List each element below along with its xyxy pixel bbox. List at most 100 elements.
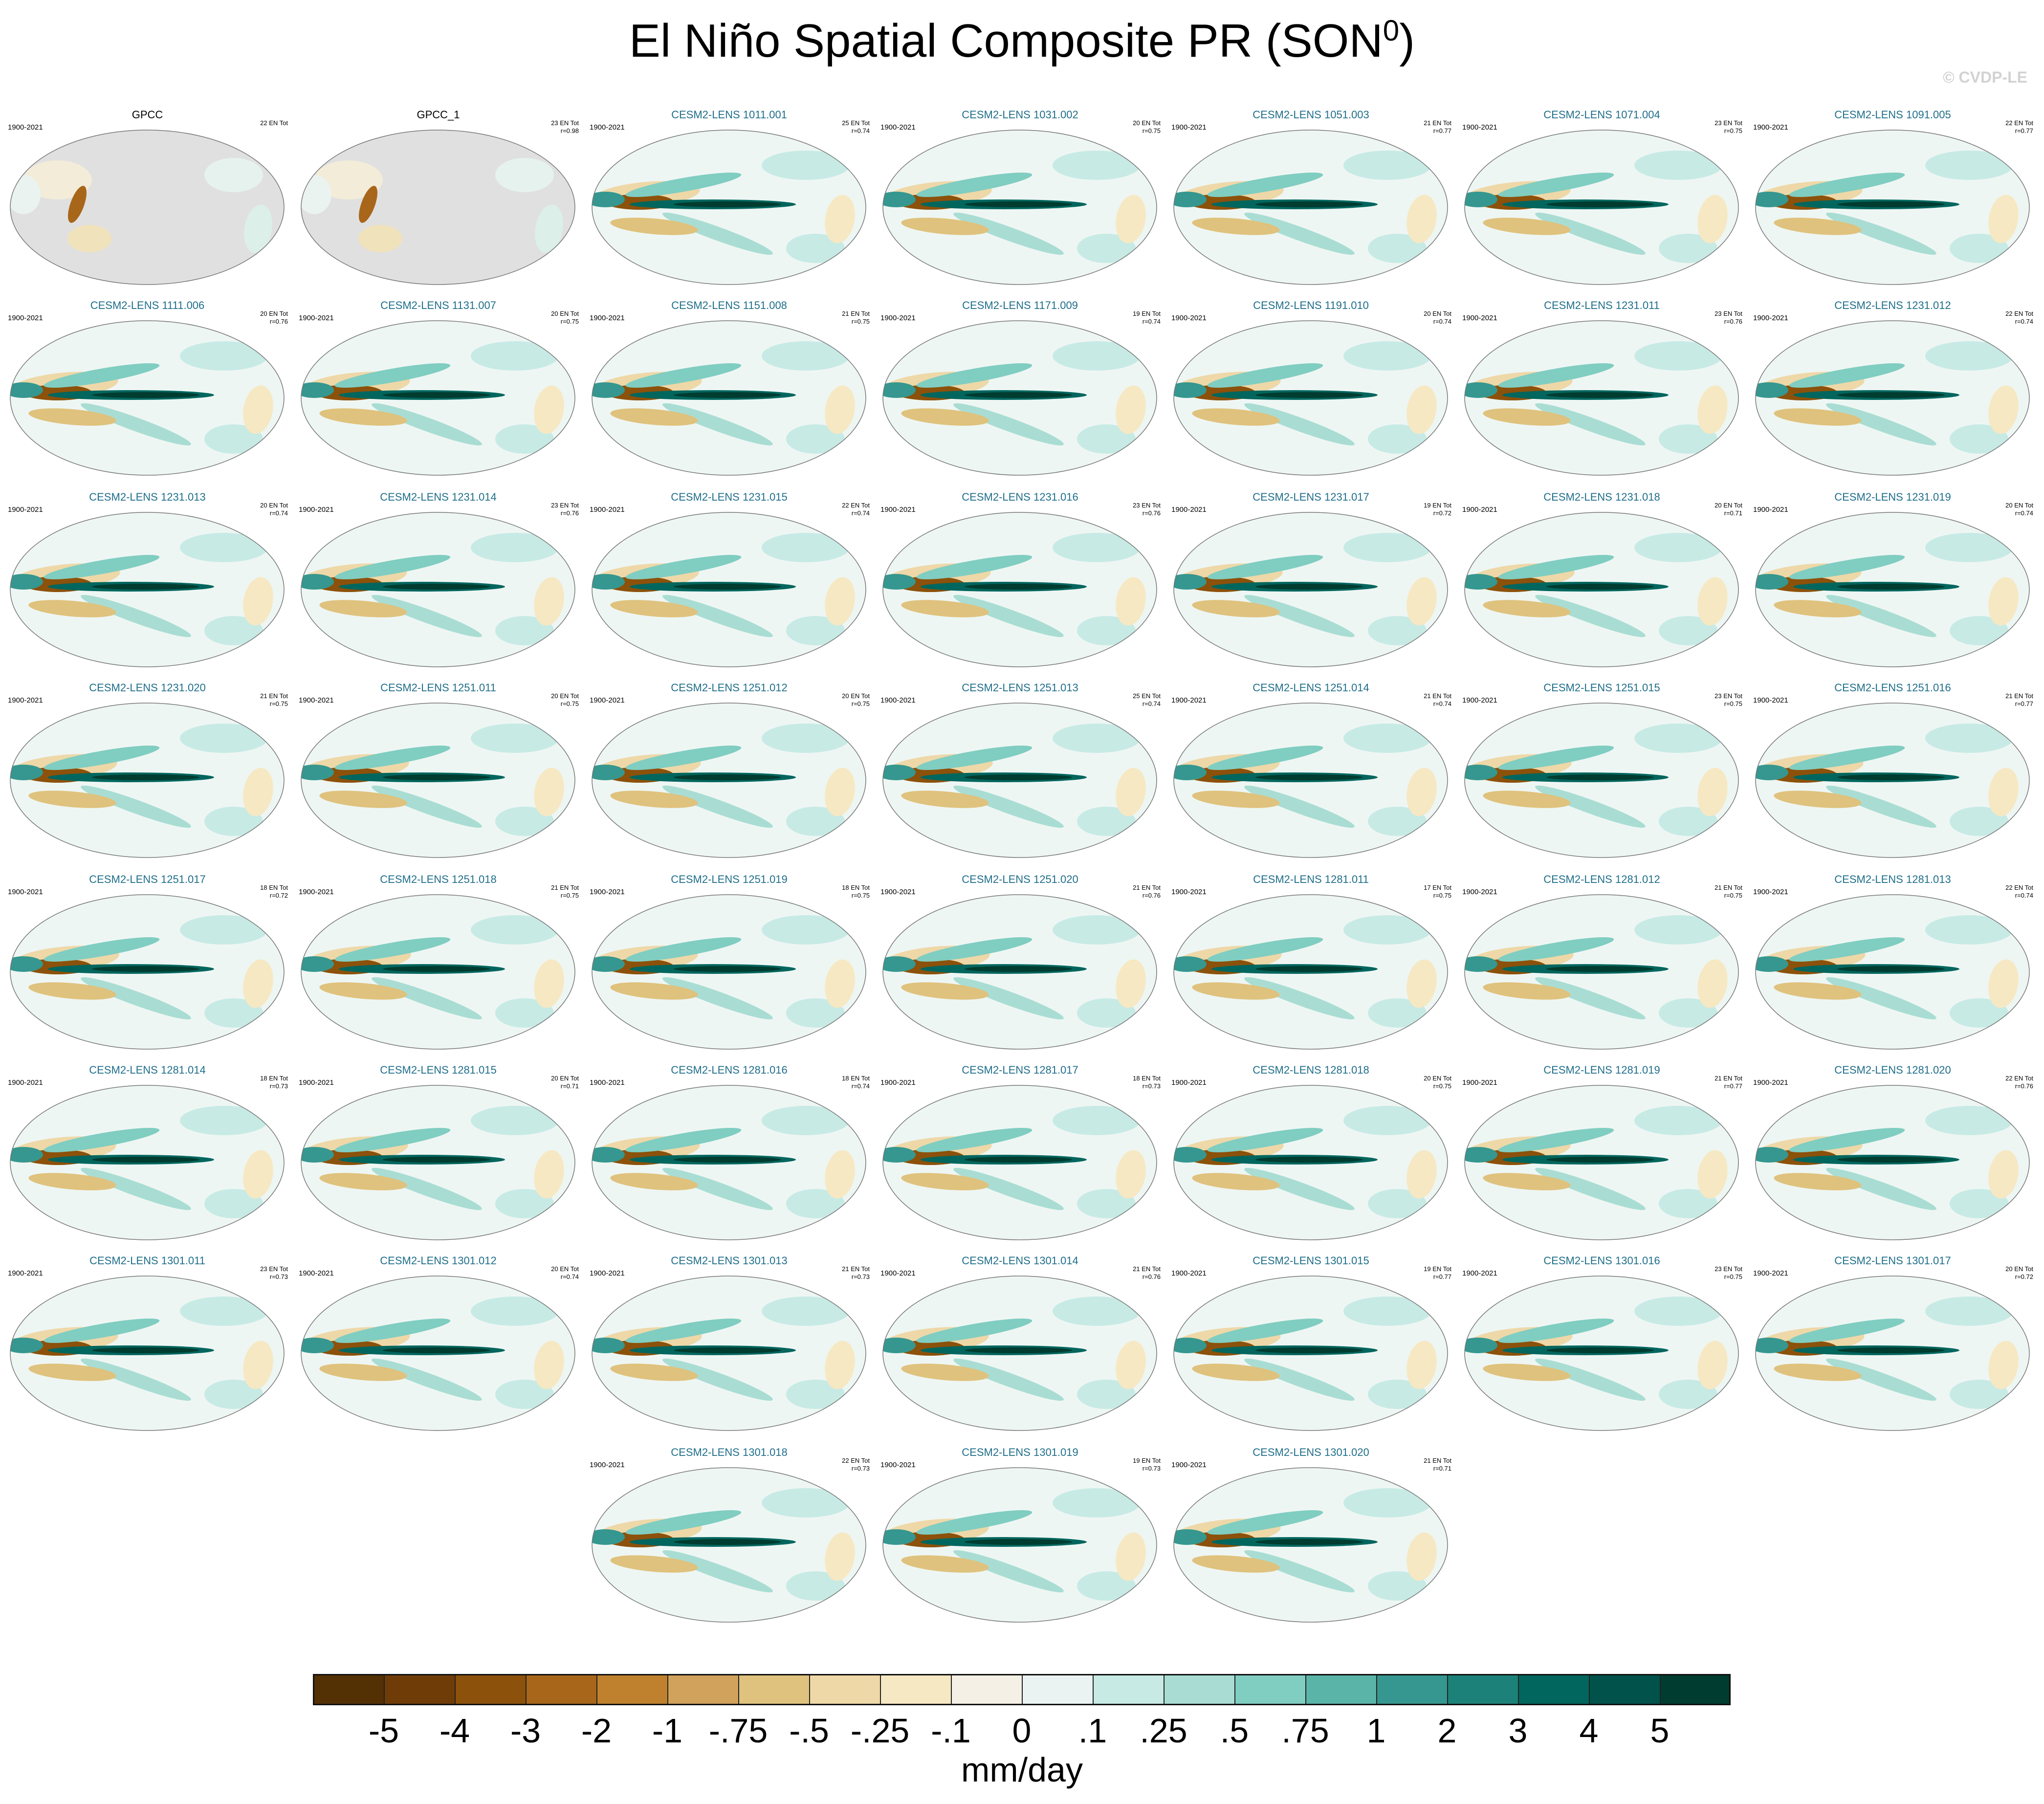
- panel-correlation: r=0.77: [1433, 1273, 1451, 1280]
- panel-title: CESM2-LENS 1191.010: [1253, 299, 1369, 311]
- panel-period: 1900-2021: [1171, 314, 1207, 322]
- panel-title: CESM2-LENS 1231.017: [1253, 491, 1369, 503]
- panel-period: 1900-2021: [299, 888, 334, 896]
- panel-title: CESM2-LENS 1231.015: [671, 491, 788, 503]
- colorbar-box: [1660, 1674, 1731, 1705]
- anomaly-south-america: [1116, 1341, 1146, 1389]
- anomaly-wet-south: [662, 594, 773, 638]
- anomaly-north-america: [762, 533, 850, 562]
- panel-event-count: 22 EN Tot: [842, 1457, 870, 1464]
- anomaly-wet-indian: [1174, 1338, 1207, 1353]
- map-plot: [882, 1467, 1157, 1623]
- panel-event-count: 20 EN Tot: [2005, 1265, 2033, 1273]
- colorbar-box: [738, 1674, 809, 1705]
- panel-event-count: 18 EN Tot: [260, 1075, 288, 1082]
- land-south-america: [244, 204, 272, 253]
- anomaly-south-america: [1697, 385, 1728, 434]
- map-border: [1464, 130, 1739, 285]
- panel-title: CESM2-LENS 1281.019: [1543, 1064, 1660, 1076]
- map-border: [1464, 1085, 1739, 1240]
- map-border: [301, 512, 575, 667]
- anomaly-dry-south: [1192, 791, 1280, 808]
- anomaly-south-america: [1116, 195, 1146, 243]
- anomaly-dry-south: [901, 1173, 989, 1190]
- anomaly-dry-south: [610, 1173, 698, 1190]
- anomaly-dry-south: [1192, 1555, 1280, 1573]
- anomaly-wet-north: [1498, 1319, 1614, 1343]
- anomaly-wet-north: [625, 746, 742, 770]
- map-plot: [1755, 320, 2030, 476]
- panel-correlation: r=0.73: [1142, 1082, 1161, 1090]
- anomaly-wet-indian: [883, 192, 916, 207]
- anomaly-wet-core: [965, 201, 1072, 207]
- anomaly-dry-south: [319, 600, 407, 617]
- anomaly-wet-north: [916, 363, 1033, 388]
- panel-period: 1900-2021: [1462, 314, 1497, 322]
- panel-period: 1900-2021: [1753, 1269, 1788, 1277]
- map-plot: [1173, 130, 1448, 285]
- panel-correlation: r=0.74: [851, 509, 870, 517]
- anomaly-south-atlantic: [1077, 1189, 1136, 1218]
- map-panel: CESM2-LENS 1281.020 1900-2021 22 EN Tot r=0…: [1749, 1064, 2036, 1250]
- anomaly-wet-core: [674, 392, 781, 398]
- panel-event-count: 23 EN Tot: [551, 502, 579, 509]
- anomaly-north-america: [471, 1297, 559, 1326]
- anomaly-wet-core: [674, 201, 781, 207]
- colorbar-box: [809, 1674, 880, 1705]
- map-panel: CESM2-LENS 1231.013 1900-2021 20 EN Tot r=0…: [4, 491, 291, 677]
- anomaly-wet-south: [81, 977, 191, 1020]
- colorbar-tick-label: -.5: [789, 1712, 829, 1750]
- anomaly-south-atlantic: [1950, 616, 2008, 645]
- anomaly-wet-south: [81, 403, 191, 446]
- anomaly-wet-south: [953, 1358, 1064, 1401]
- colorbar-box: [1022, 1674, 1093, 1705]
- anomaly-dry-south: [1774, 218, 1862, 235]
- anomaly-north-america: [1925, 533, 2013, 562]
- anomaly-wet-core: [1255, 774, 1363, 780]
- anomaly-wet-core: [1255, 584, 1363, 590]
- panel-correlation: r=0.71: [1724, 509, 1742, 517]
- land-africa: [10, 175, 41, 214]
- anomaly-wet-south: [953, 403, 1064, 446]
- anomaly-dry-south: [1192, 600, 1280, 617]
- anomaly-wet-indian: [592, 765, 625, 780]
- anomaly-wet-south: [1244, 785, 1355, 828]
- map-panel: CESM2-LENS 1251.012 1900-2021 20 EN Tot r=0…: [586, 682, 873, 867]
- anomaly-wet-south: [372, 594, 482, 638]
- panel-period: 1900-2021: [8, 1269, 43, 1277]
- anomaly-south-atlantic: [204, 998, 263, 1028]
- panel-event-count: 21 EN Tot: [1133, 884, 1161, 891]
- anomaly-south-atlantic: [1077, 424, 1136, 454]
- panel-event-count: 23 EN Tot: [1714, 119, 1742, 127]
- map-plot: [592, 512, 866, 667]
- anomaly-wet-core: [1837, 584, 1945, 590]
- anomaly-south-atlantic: [1950, 998, 2008, 1028]
- panel-event-count: 20 EN Tot: [551, 1265, 579, 1273]
- anomaly-south-atlantic: [1077, 616, 1136, 645]
- map-panel: CESM2-LENS 1191.010 1900-2021 20 EN Tot r=0…: [1167, 299, 1454, 485]
- panel-correlation: r=0.74: [269, 509, 288, 517]
- map-panel: CESM2-LENS 1301.016 1900-2021 23 EN Tot r=0…: [1458, 1254, 1745, 1440]
- anomaly-wet-north: [916, 1128, 1033, 1152]
- map-panel: GPCC_1 23 EN Tot r=0.98: [295, 109, 582, 294]
- panel-title: CESM2-LENS 1301.012: [380, 1254, 497, 1267]
- map-plot: [10, 894, 285, 1050]
- panel-title: CESM2-LENS 1281.017: [962, 1064, 1078, 1076]
- anomaly-wet-north: [1498, 363, 1614, 388]
- anomaly-south-atlantic: [1659, 1189, 1717, 1218]
- panel-period: 1900-2021: [1462, 506, 1497, 514]
- panel-title: CESM2-LENS 1251.018: [380, 873, 497, 885]
- anomaly-wet-south: [372, 1358, 482, 1401]
- anomaly-south-america: [1697, 768, 1728, 816]
- panel-period: 1900-2021: [590, 506, 625, 514]
- panel-title: CESM2-LENS 1231.020: [89, 682, 206, 694]
- anomaly-wet-indian: [1465, 574, 1497, 590]
- panel-correlation: r=0.98: [560, 127, 579, 134]
- map-plot: [592, 320, 866, 476]
- map-panel: CESM2-LENS 1251.015 1900-2021 23 EN Tot r=0…: [1458, 682, 1745, 867]
- panel-event-count: 22 EN Tot: [2005, 119, 2033, 127]
- anomaly-south-atlantic: [786, 1189, 845, 1218]
- panel-title: CESM2-LENS 1151.008: [671, 299, 787, 311]
- anomaly-wet-north: [1207, 363, 1323, 388]
- anomaly-wet-south: [1244, 403, 1355, 446]
